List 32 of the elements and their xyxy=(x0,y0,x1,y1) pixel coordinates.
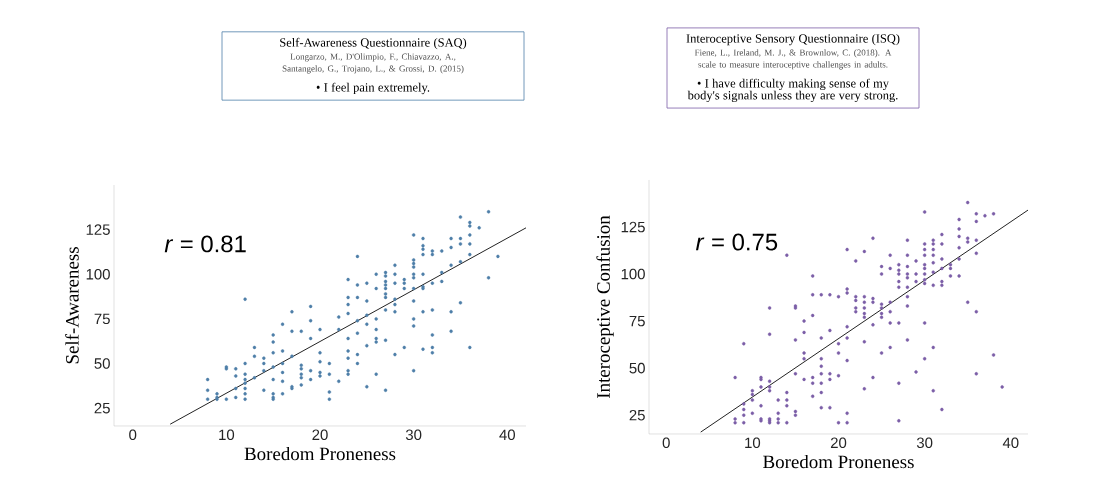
y-tick-label: 25 xyxy=(629,409,645,421)
y-tick-label: 100 xyxy=(86,268,110,280)
text: • I feel pain extremely. xyxy=(316,82,430,95)
x-tick-label: 20 xyxy=(312,429,328,441)
text: • I have difficulty making sense of my body's signals unless they are very strong. xyxy=(687,78,898,103)
annotation: r = 0.81 xyxy=(164,235,246,253)
annotation: r = 0.75 xyxy=(695,233,778,251)
y-axis-title: Self-Awareness xyxy=(65,247,79,364)
y-axis-title: Interoceptive Confusion xyxy=(596,215,614,399)
x-tick-label: 0 xyxy=(129,429,137,441)
chart-subtitle: Longarzo, M., D'Olimpio, F., Chiavazzo, A., Santangelo, G., Trojano, L., & Grossi, D. (2015) xyxy=(282,53,464,74)
x-tick-label: 40 xyxy=(1002,437,1019,449)
x-tick-label: 30 xyxy=(916,437,933,449)
chart-title: Interoceptive Sensory Questionnaire (ISQ) xyxy=(686,33,900,46)
chart-title: Self-Awareness Questionnaire (SAQ) xyxy=(280,37,467,50)
x-tick-label: 10 xyxy=(219,429,235,441)
y-tick-label: 125 xyxy=(86,224,110,235)
y-tick-label: 50 xyxy=(629,362,645,374)
y-tick-label: 50 xyxy=(94,358,110,369)
y-tick-label: 75 xyxy=(94,313,110,325)
x-axis-title: Boredom Proneness xyxy=(763,454,914,469)
y-tick-label: 100 xyxy=(621,268,645,280)
x-tick-label: 40 xyxy=(499,429,515,441)
x-tick-label: 0 xyxy=(662,437,670,449)
chart-subtitle: Fiene, L., Ireland, M. J., & Brownlow, C. (2018). A scale to measure interoceptive challenges in adults. xyxy=(694,49,892,70)
y-tick-label: 125 xyxy=(621,221,645,233)
x-tick-label: 10 xyxy=(745,437,761,449)
x-tick-label: 30 xyxy=(405,429,422,441)
y-tick-label: 25 xyxy=(94,402,110,414)
y-tick-label: 75 xyxy=(629,315,645,327)
x-axis-title: Boredom Proneness xyxy=(244,446,396,461)
x-tick-label: 20 xyxy=(830,437,847,449)
